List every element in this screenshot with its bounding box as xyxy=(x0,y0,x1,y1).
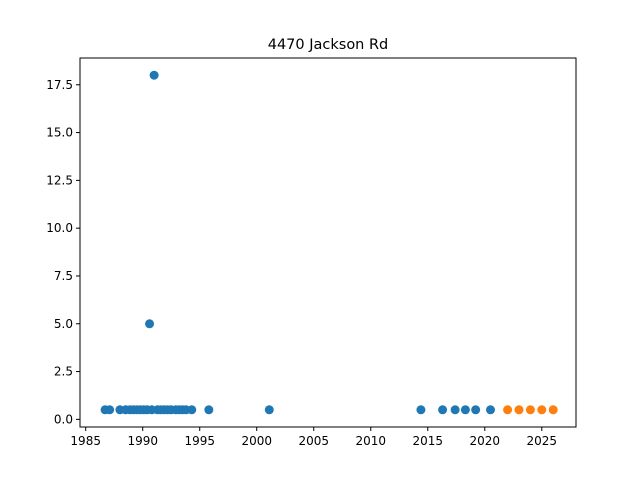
y-tick-label: 0.0 xyxy=(54,412,73,426)
data-point xyxy=(450,405,460,415)
data-point xyxy=(187,405,197,415)
chart-title: 4470 Jackson Rd xyxy=(268,37,389,53)
y-tick-label: 5.0 xyxy=(54,317,73,331)
x-tick-label: 2020 xyxy=(470,434,501,448)
x-tick-label: 2005 xyxy=(298,434,329,448)
data-point xyxy=(264,405,274,415)
data-point xyxy=(145,319,155,329)
x-tick-label: 2000 xyxy=(241,434,272,448)
data-point xyxy=(503,405,513,415)
x-tick-label: 2015 xyxy=(412,434,443,448)
y-tick-label: 15.0 xyxy=(46,126,73,140)
data-point xyxy=(525,405,535,415)
axes-frame xyxy=(79,57,577,428)
plot-area: 1985 1990 1995 2000 2005 2010 2015 2020 2025 0.0 2… xyxy=(46,57,577,448)
data-point xyxy=(149,70,159,80)
y-tick-label: 17.5 xyxy=(46,78,73,92)
x-tick-label: 1995 xyxy=(184,434,215,448)
data-point xyxy=(514,405,524,415)
data-point xyxy=(416,405,426,415)
data-point xyxy=(105,405,115,415)
x-tick-label: 1985 xyxy=(70,434,101,448)
data-point xyxy=(485,405,495,415)
x-tick-label: 1990 xyxy=(127,434,158,448)
data-point xyxy=(438,405,448,415)
y-tick-label: 2.5 xyxy=(54,365,73,379)
x-tick-label: 2025 xyxy=(527,434,558,448)
data-point xyxy=(460,405,470,415)
y-tick-label: 10.0 xyxy=(46,221,73,235)
data-point xyxy=(204,405,214,415)
y-tick-label: 7.5 xyxy=(54,269,73,283)
x-tick-label: 2010 xyxy=(355,434,386,448)
data-point xyxy=(548,405,558,415)
data-point xyxy=(471,405,481,415)
data-point xyxy=(537,405,547,415)
y-tick-label: 12.5 xyxy=(46,173,73,187)
